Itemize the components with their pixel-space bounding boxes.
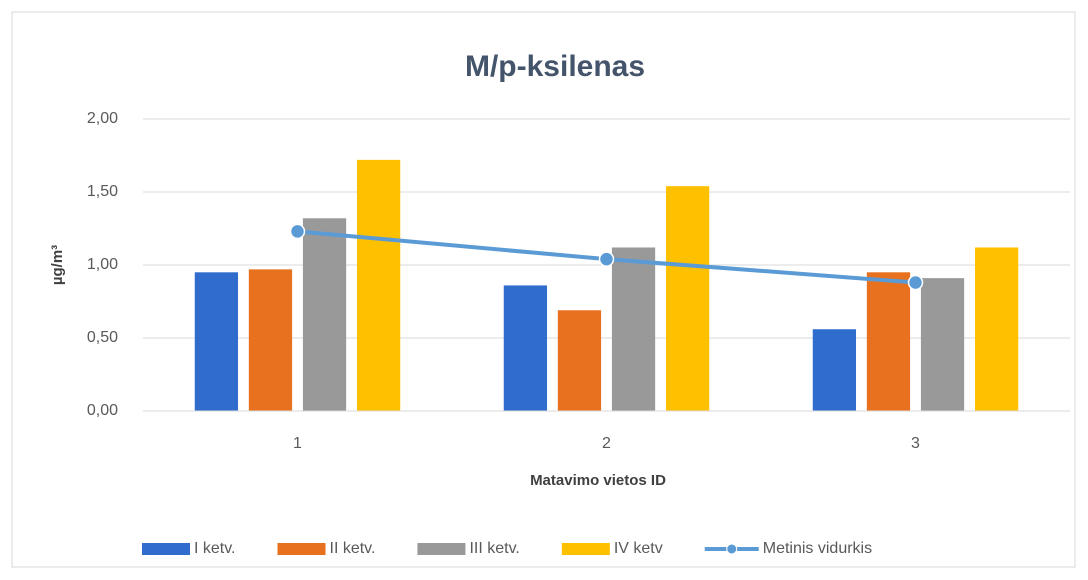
bar — [248, 269, 293, 411]
bar — [812, 329, 857, 411]
y-tick-label: 1,50 — [87, 183, 118, 200]
bar — [503, 285, 548, 411]
line-marker — [289, 223, 306, 240]
legend-label: II ketv. — [330, 540, 376, 557]
legend-swatch — [142, 543, 190, 555]
line-marker — [907, 274, 924, 291]
y-axis-title: µg/m³ — [49, 245, 66, 285]
y-tick-label: 0,00 — [87, 402, 118, 419]
legend-swatch — [561, 543, 610, 555]
chart-title: M/p-ksilenas — [465, 50, 645, 83]
bar — [920, 278, 965, 411]
bar — [611, 247, 656, 411]
bar — [557, 310, 602, 411]
legend-label: I ketv. — [194, 540, 236, 557]
x-tick-label: 3 — [911, 435, 920, 452]
bar — [665, 186, 710, 411]
bar — [356, 159, 401, 411]
bar — [866, 272, 911, 411]
x-tick-label: 2 — [602, 435, 611, 452]
line-marker — [598, 251, 615, 267]
legend-swatch — [417, 543, 466, 555]
y-tick-label: 1,00 — [87, 256, 118, 273]
x-axis-title: Matavimo vietos ID — [530, 472, 666, 489]
legend-label: III ketv. — [469, 540, 519, 557]
legend-label: IV ketv — [614, 540, 663, 557]
legend-label: Metinis vidurkis — [763, 540, 872, 557]
x-tick-label: 1 — [293, 435, 302, 452]
y-tick-label: 2,00 — [87, 110, 118, 127]
y-tick-label: 0,50 — [87, 329, 118, 346]
bar — [974, 247, 1019, 411]
bar — [302, 218, 347, 411]
legend-swatch-marker — [726, 543, 738, 555]
bar — [194, 272, 239, 411]
legend-swatch — [277, 543, 326, 555]
